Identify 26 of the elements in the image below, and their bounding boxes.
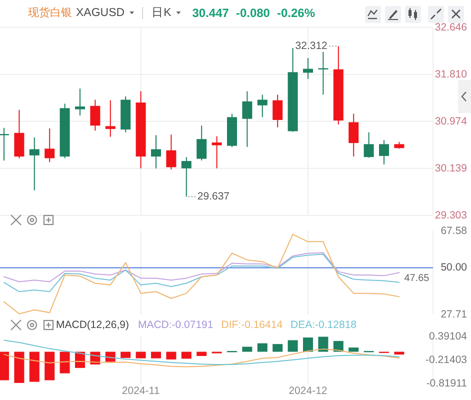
y-tick-label: 0.39104 xyxy=(429,330,467,343)
y-tick-label: 31.810 xyxy=(434,68,467,80)
legend-label: MACD:-0.07191 xyxy=(138,319,214,331)
y-tick-label: 27.71 xyxy=(440,308,467,320)
annotation: -0.26% xyxy=(276,6,316,20)
value-label: 47.65 xyxy=(404,273,430,284)
y-tick-label: 29.303 xyxy=(434,209,467,222)
x-tick-label: 2024-11 xyxy=(122,385,160,397)
x-tick-label: 2024-12 xyxy=(288,385,328,397)
y-tick-label: -0.81911 xyxy=(426,377,467,390)
y-tick-label: 32.646 xyxy=(434,21,467,34)
title: MACD(12,26,9) xyxy=(56,319,129,331)
y-tick-label: -0.21403 xyxy=(426,354,467,366)
annotation: -0.080 xyxy=(236,6,270,20)
annotation: 现货白银 xyxy=(28,7,72,19)
legend-label: DIF:-0.16414 xyxy=(221,319,283,331)
annotation: XAGUSD xyxy=(76,7,125,19)
legend-label: DEA:-0.12818 xyxy=(290,319,357,331)
y-tick-label: 67.58 xyxy=(440,224,467,237)
annotation: 32.312 xyxy=(295,40,328,52)
y-tick-label: 30.974 xyxy=(434,115,467,128)
y-tick-label: 30.139 xyxy=(434,162,467,174)
ref-line-label: 50.00 xyxy=(440,262,467,274)
annotation: 日K xyxy=(152,7,172,19)
annotation: 30.447 xyxy=(192,6,229,20)
annotation: 29.637 xyxy=(197,190,230,203)
